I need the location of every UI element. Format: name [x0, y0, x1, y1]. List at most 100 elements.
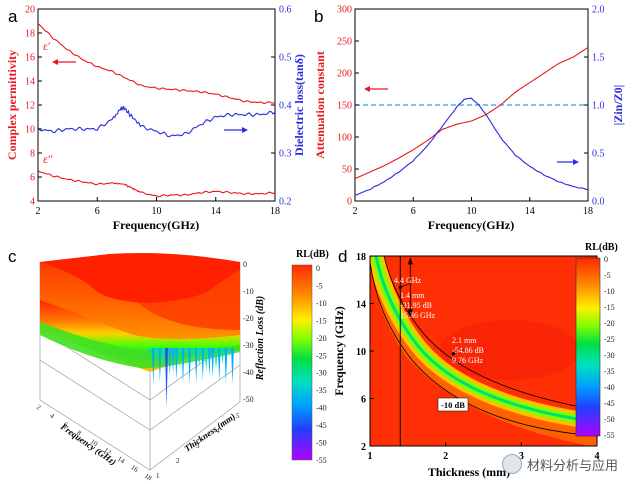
spike-4	[158, 348, 162, 382]
point-marker-1	[398, 285, 402, 289]
contour-label: -10 dB	[441, 400, 465, 410]
d-y-tick-label-2: 6	[361, 395, 366, 406]
x-tick-label-3: 10	[467, 206, 477, 217]
d-colorbar-tick-8: -35	[604, 367, 615, 376]
thick-tick-label-3: 3	[196, 442, 200, 450]
point-leader-1	[400, 283, 411, 288]
d-y-tick-label-1: 2	[361, 442, 366, 453]
d-colorbar-tick-12: -55	[604, 431, 615, 440]
x-tick-label-3: 10	[152, 206, 162, 217]
x-tick-label-4: 14	[211, 206, 221, 217]
d-colorbar-tick-4: -15	[604, 303, 615, 312]
y-tick-label-6: 250	[337, 37, 352, 48]
c-colorbar-tick-4: -15	[316, 316, 327, 325]
spike-14	[191, 348, 195, 360]
y-tick-label-2: 6	[30, 173, 35, 184]
point-leader-2	[453, 349, 464, 355]
series-line-3	[38, 105, 275, 138]
spike-18	[204, 348, 208, 373]
panel-b-ylabel: Attenuation constant	[313, 51, 327, 159]
y2-tick-label-1: 0.0	[592, 197, 605, 208]
watermark: 材料分析与应用	[501, 454, 618, 474]
y2-tick-label-4: 1.5	[592, 53, 605, 64]
thick-tick-label-1: 1	[156, 472, 160, 480]
z-tick-label-1: 0	[243, 260, 247, 269]
freq-tick-label-2: 4	[48, 412, 56, 421]
d-x-tick-label-4: 4	[595, 451, 600, 462]
freq-tick-label-8: 16	[129, 463, 140, 474]
spike-13	[188, 348, 192, 384]
panel-a-ylabel: Complex permittivity	[5, 50, 19, 160]
y-tick-label-3: 100	[337, 133, 352, 144]
y2-tick-label-4: 0.5	[279, 53, 292, 64]
spike-10	[178, 348, 182, 368]
c-colorbar-tick-8: -35	[316, 386, 327, 395]
eps-double-prime-label: ε″	[43, 152, 53, 166]
y2-tick-label-3: 1.0	[592, 101, 605, 112]
c-colorbar-tick-6: -25	[316, 351, 327, 360]
d-y-tick-label-5: 18	[356, 252, 366, 263]
y-tick-label-4: 10	[25, 125, 35, 136]
y-tick-label-3: 8	[30, 149, 35, 160]
d-colorbar-tick-3: -10	[604, 287, 615, 296]
z-tick-label-5: -40	[243, 368, 254, 377]
panel-b-xlabel: Frequency(GHz)	[428, 218, 514, 232]
spike-19	[207, 348, 211, 377]
y2-tick-label-2: 0.3	[279, 149, 292, 160]
x-tick-label-1: 2	[36, 206, 41, 217]
spike-8	[171, 348, 175, 374]
x-tick-label-4: 14	[525, 206, 535, 217]
heatmap-shade	[440, 320, 580, 380]
spike-5	[161, 348, 165, 370]
thick-tick-label-4: 4	[216, 427, 220, 435]
spike-7	[168, 348, 172, 376]
x-tick-label-1: 2	[353, 206, 358, 217]
thick-tick-label-5: 5	[236, 412, 240, 420]
panel-c: c 0-10-20-30-40-50 Reflection Loss (dB) …	[8, 247, 329, 483]
y2-tick-label-5: 2.0	[592, 5, 605, 16]
panel-a-frame	[37, 8, 276, 202]
spike-2	[151, 348, 155, 384]
spike-1	[148, 348, 152, 356]
point1-thickness: 1.4 mm	[400, 291, 425, 300]
x-tick-label-2: 6	[411, 206, 416, 217]
freq-tick-label-3: 6	[62, 420, 70, 429]
x-tick-label-5: 18	[583, 206, 593, 217]
spike-16	[198, 348, 201, 367]
d-colorbar-tick-2: -5	[604, 271, 611, 280]
absorption-spikes	[148, 348, 234, 409]
spike-22	[217, 348, 221, 382]
series-line-1	[355, 46, 588, 180]
spike-21	[214, 348, 218, 371]
d-colorbar-tick-1: 0	[604, 255, 608, 264]
freq-tick-label-6: 12	[102, 446, 113, 457]
y2-tick-label-2: 0.5	[592, 149, 605, 160]
point2-thickness: 2.1 mm	[452, 336, 477, 345]
panel-b: b 2 6 10 14 18 0 50 100 150 200 250 300 0.0 0.5 1.0 1.5…	[313, 5, 625, 233]
right-arrow-blue-b	[557, 159, 579, 165]
panel-d: d 4.4 GHz 1.4 mm -31.95 dB 15.36 GHz 2.1…	[332, 242, 618, 479]
contour-lower	[370, 261, 597, 437]
x-tick-label-5: 18	[270, 206, 280, 217]
y-tick-label-8: 18	[25, 29, 35, 40]
spike-17	[201, 348, 205, 381]
d-x-tick-label-3: 3	[519, 451, 524, 462]
contour-upper	[383, 256, 597, 411]
d-colorbar-tick-11: -50	[604, 415, 615, 424]
heatmap-ridge-core	[374, 256, 597, 424]
spike-3	[155, 348, 159, 364]
spike-24	[224, 348, 228, 384]
y-tick-label-9: 20	[25, 5, 35, 16]
y-tick-label-1: 0	[347, 197, 352, 208]
point1-frequency: 15.36 GHz	[400, 311, 436, 320]
y-tick-label-7: 16	[25, 53, 35, 64]
freq-tick-label-4: 8	[75, 429, 83, 438]
point-marker-2	[451, 352, 455, 356]
c-colorbar-tick-12: -55	[316, 456, 327, 465]
thick-tick-label-2: 2	[176, 457, 180, 465]
z-tick-label-6: -50	[243, 395, 254, 404]
freq-tick-label-9: 18	[143, 472, 154, 483]
y2-tick-label-5: 0.6	[279, 5, 292, 16]
c-colorbar-tick-11: -50	[316, 439, 327, 448]
